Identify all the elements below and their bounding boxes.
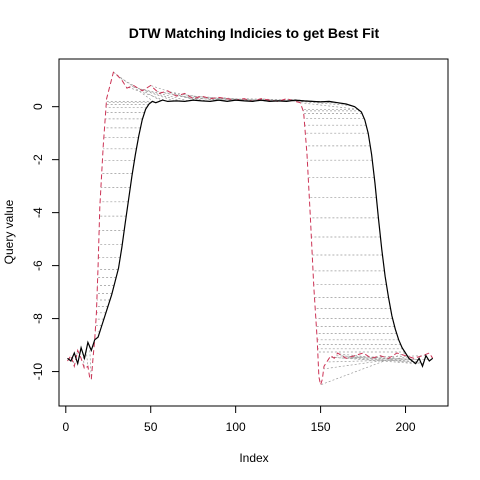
x-axis-label: Index bbox=[239, 451, 268, 465]
match-line bbox=[326, 359, 411, 363]
chart-title: DTW Matching Indicies to get Best Fit bbox=[129, 25, 380, 41]
y-tick-label: -2 bbox=[31, 154, 45, 165]
series-layer bbox=[67, 71, 434, 387]
y-tick-label: -8 bbox=[31, 313, 45, 324]
match-line bbox=[85, 350, 89, 367]
x-tick-label: 50 bbox=[144, 420, 158, 434]
match-line bbox=[82, 352, 85, 369]
match-line bbox=[345, 355, 426, 359]
matching-lines bbox=[68, 71, 429, 386]
match-line bbox=[113, 71, 155, 103]
y-tick-label: -10 bbox=[31, 363, 45, 381]
match-line bbox=[335, 355, 419, 360]
y-axis: 0 -2 -4 -6 -8 -10 bbox=[31, 103, 59, 380]
match-line bbox=[138, 87, 182, 102]
match-line bbox=[338, 353, 421, 363]
match-line bbox=[89, 346, 92, 380]
match-line bbox=[72, 356, 75, 367]
y-tick-label: 0 bbox=[31, 103, 45, 110]
plot-frame bbox=[58, 58, 449, 407]
x-tick-label: 150 bbox=[311, 420, 331, 434]
x-tick-label: 0 bbox=[62, 420, 69, 434]
x-axis: 0 50 100 150 200 bbox=[62, 406, 416, 434]
match-line bbox=[320, 352, 406, 386]
y-tick-label: -6 bbox=[31, 260, 45, 271]
match-line bbox=[68, 355, 72, 360]
x-tick-label: 200 bbox=[396, 420, 416, 434]
match-line bbox=[341, 355, 424, 364]
query-series-line bbox=[67, 99, 434, 369]
y-tick-label: -4 bbox=[31, 207, 45, 218]
match-line bbox=[125, 86, 168, 102]
y-axis-label: Query value bbox=[2, 199, 16, 264]
x-tick-label: 100 bbox=[226, 420, 246, 434]
match-line bbox=[293, 100, 352, 106]
match-line bbox=[144, 89, 189, 102]
match-line bbox=[300, 102, 359, 110]
